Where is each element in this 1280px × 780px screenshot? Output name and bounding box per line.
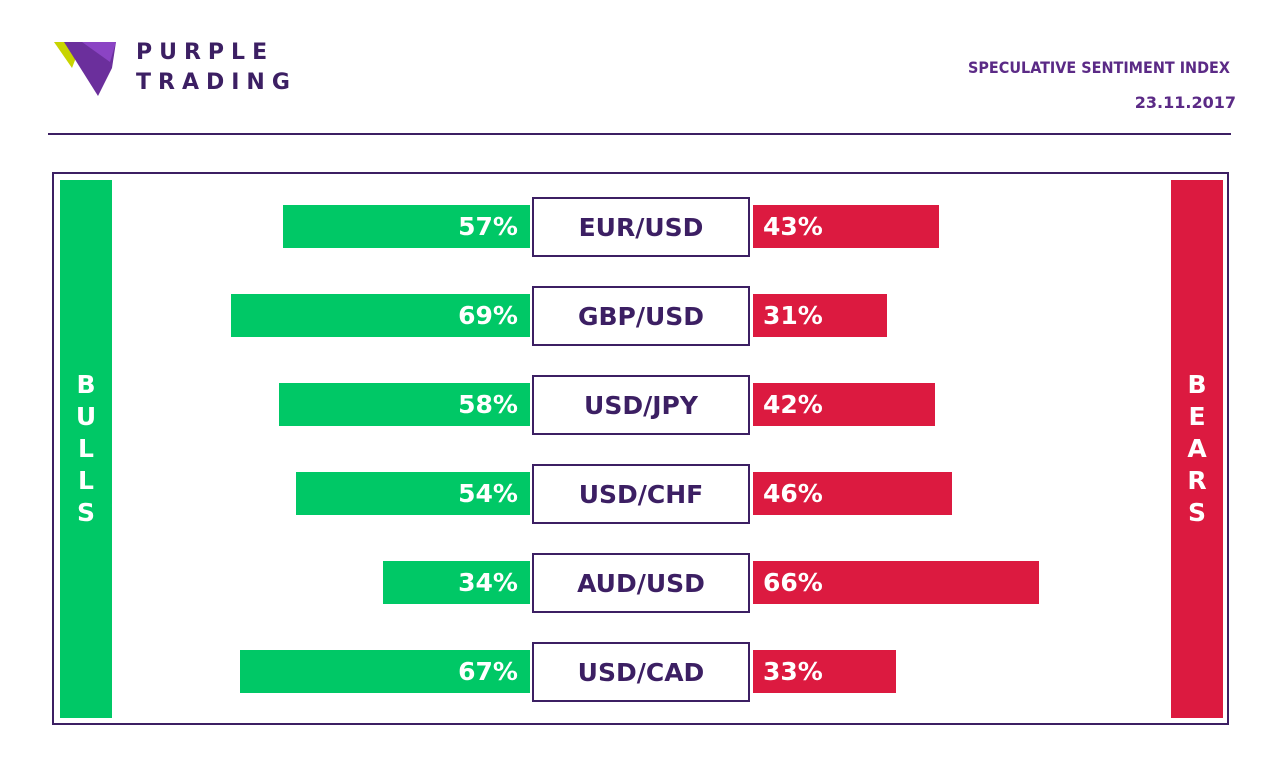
bull-value-label: 58% [458,390,518,419]
bulls-label-letter: L [78,434,94,463]
bears-label-letter: R [1187,466,1207,495]
page-title: SPECULATIVE SENTIMENT INDEX [968,58,1230,77]
brand-name-line-2: TRADING [136,70,297,95]
bull-value-label: 57% [458,212,518,241]
bulls-label-letter: U [75,402,97,431]
bull-value-label: 67% [458,657,518,686]
currency-pair-label: USD/JPY [532,375,750,435]
bull-bar: 54% [296,472,530,515]
bear-value-label: 33% [763,657,823,686]
bull-bar: 67% [239,650,530,693]
bear-bar: 43% [753,205,940,248]
bear-value-label: 43% [763,212,823,241]
bull-value-label: 54% [458,479,518,508]
currency-pair-label: USD/CHF [532,464,750,524]
bears-label-letter: B [1187,370,1207,399]
bull-value-label: 34% [458,568,518,597]
bear-bar: 33% [753,650,896,693]
bull-bar: 58% [278,383,530,426]
bear-bar: 66% [753,561,1039,604]
bulls-label-letter: L [78,466,94,495]
currency-pair-label: USD/CAD [532,642,750,702]
bears-label-letter: E [1188,402,1206,431]
bear-value-label: 46% [763,479,823,508]
currency-pair-label: EUR/USD [532,197,750,257]
bull-bar: 57% [283,205,530,248]
currency-pair-label: GBP/USD [532,286,750,346]
brand-name-line-1: PURPLE [136,40,275,65]
bears-label-letter: A [1187,434,1207,463]
bull-value-label: 69% [458,301,518,330]
bears-label-letter: S [1187,498,1206,527]
bear-value-label: 31% [763,301,823,330]
currency-pair-label: AUD/USD [532,553,750,613]
bear-bar: 42% [753,383,935,426]
header-divider [48,133,1231,135]
bulls-label-letter: B [76,370,96,399]
purple-trading-logo-icon [54,42,116,96]
bull-bar: 69% [231,294,530,337]
brand-logo: PURPLE TRADING [52,40,302,100]
report-date: 23.11.2017 [1134,93,1236,112]
chart-frame [52,172,1229,725]
bulls-label-letter: S [76,498,95,527]
bear-value-label: 66% [763,568,823,597]
bear-bar: 31% [753,294,888,337]
bull-bar: 34% [382,561,530,604]
bear-value-label: 42% [763,390,823,419]
bear-bar: 46% [753,472,953,515]
